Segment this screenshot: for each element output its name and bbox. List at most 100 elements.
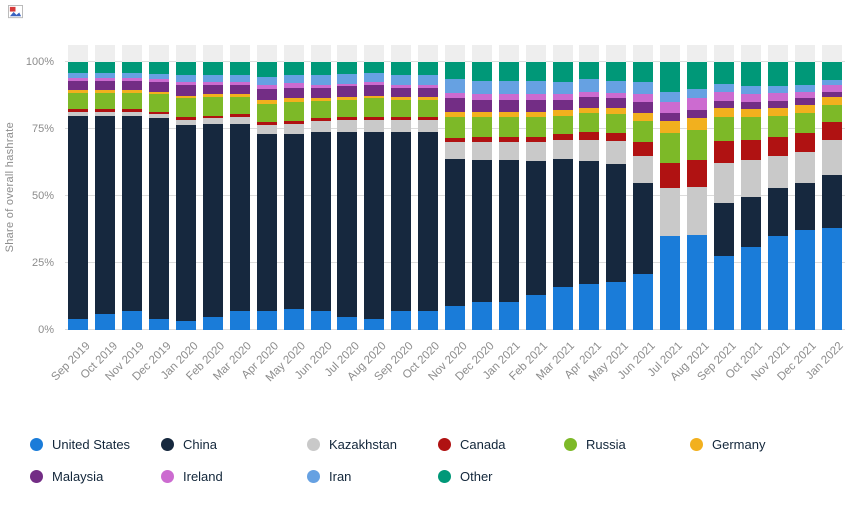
bar-segment[interactable] [364, 319, 385, 330]
stacked-bar[interactable] [418, 62, 439, 330]
bar-segment[interactable] [821, 174, 842, 229]
bar-segment[interactable] [202, 62, 223, 76]
stacked-bar[interactable] [95, 62, 116, 330]
bar-segment[interactable] [149, 82, 170, 92]
bar-segment[interactable] [202, 118, 223, 124]
bar-segment[interactable] [337, 131, 358, 317]
stacked-bar[interactable] [122, 62, 143, 330]
bar-segment[interactable] [687, 110, 708, 119]
legend-item-russia[interactable]: Russia [564, 437, 690, 452]
stacked-bar[interactable] [552, 62, 573, 330]
stacked-bar[interactable] [256, 62, 277, 330]
bar-segment[interactable] [687, 130, 708, 160]
bar-segment[interactable] [444, 79, 465, 93]
bar-segment[interactable] [579, 284, 600, 330]
legend-item-malaysia[interactable]: Malaysia [30, 469, 161, 484]
bar-segment[interactable] [713, 107, 734, 117]
bar-segment[interactable] [337, 119, 358, 132]
bar-segment[interactable] [471, 301, 492, 330]
bar-segment[interactable] [687, 234, 708, 330]
bar-segment[interactable] [149, 114, 170, 119]
bar-segment[interactable] [633, 102, 654, 113]
bar-segment[interactable] [821, 91, 842, 97]
bar-segment[interactable] [579, 79, 600, 92]
bar-segment[interactable] [740, 62, 761, 87]
bar-segment[interactable] [660, 121, 681, 134]
bar-segment[interactable] [606, 141, 627, 164]
bar-segment[interactable] [740, 102, 761, 109]
bar-segment[interactable] [337, 99, 358, 117]
bar-segment[interactable] [418, 87, 439, 97]
bar-segment[interactable] [740, 86, 761, 95]
legend-item-kazakhstan[interactable]: Kazakhstan [307, 437, 438, 452]
bar-segment[interactable] [391, 99, 412, 117]
bar-segment[interactable] [633, 94, 654, 103]
stacked-bar[interactable] [794, 62, 815, 330]
bar-segment[interactable] [391, 84, 412, 88]
bar-segment[interactable] [498, 111, 519, 117]
stacked-bar[interactable] [740, 62, 761, 330]
bar-segment[interactable] [122, 115, 143, 312]
bar-segment[interactable] [283, 102, 304, 121]
legend-item-canada[interactable]: Canada [438, 437, 564, 452]
bar-segment[interactable] [122, 72, 143, 79]
bar-segment[interactable] [310, 118, 331, 121]
bar-segment[interactable] [660, 187, 681, 237]
bar-segment[interactable] [552, 62, 573, 83]
bar-segment[interactable] [606, 163, 627, 282]
bar-segment[interactable] [364, 98, 385, 117]
bar-segment[interactable] [525, 111, 546, 117]
bar-segment[interactable] [68, 78, 89, 81]
bar-segment[interactable] [687, 88, 708, 99]
bar-segment[interactable] [471, 80, 492, 95]
bar-segment[interactable] [579, 91, 600, 97]
bar-segment[interactable] [176, 75, 197, 83]
bar-segment[interactable] [95, 78, 116, 81]
bar-segment[interactable] [418, 75, 439, 85]
bar-segment[interactable] [767, 92, 788, 101]
bar-segment[interactable] [149, 111, 170, 115]
stacked-bar[interactable] [283, 62, 304, 330]
bar-segment[interactable] [337, 86, 358, 97]
bar-segment[interactable] [552, 99, 573, 111]
bar-segment[interactable] [364, 131, 385, 320]
bar-segment[interactable] [229, 62, 250, 76]
bar-segment[interactable] [579, 131, 600, 140]
bar-segment[interactable] [767, 155, 788, 188]
bar-segment[interactable] [202, 94, 223, 97]
bar-segment[interactable] [498, 137, 519, 143]
bar-segment[interactable] [283, 62, 304, 76]
bar-segment[interactable] [283, 308, 304, 330]
bar-segment[interactable] [633, 82, 654, 95]
bar-segment[interactable] [229, 116, 250, 124]
bar-segment[interactable] [229, 311, 250, 330]
bar-segment[interactable] [202, 96, 223, 116]
bar-segment[interactable] [176, 84, 197, 96]
bar-segment[interactable] [713, 62, 734, 84]
bar-segment[interactable] [229, 114, 250, 117]
bar-segment[interactable] [821, 122, 842, 140]
bar-segment[interactable] [364, 95, 385, 99]
bar-segment[interactable] [337, 96, 358, 100]
bar-segment[interactable] [95, 313, 116, 330]
bar-segment[interactable] [767, 236, 788, 330]
bar-segment[interactable] [498, 142, 519, 160]
bar-segment[interactable] [337, 116, 358, 120]
bar-segment[interactable] [579, 107, 600, 113]
bar-segment[interactable] [552, 115, 573, 135]
bar-segment[interactable] [283, 83, 304, 88]
bar-segment[interactable] [176, 98, 197, 117]
stacked-bar[interactable] [149, 62, 170, 330]
bar-segment[interactable] [767, 115, 788, 138]
bar-segment[interactable] [283, 120, 304, 124]
bar-segment[interactable] [525, 142, 546, 162]
bar-segment[interactable] [471, 142, 492, 160]
bar-segment[interactable] [740, 159, 761, 198]
bar-segment[interactable] [364, 62, 385, 73]
bar-segment[interactable] [633, 142, 654, 156]
bar-segment[interactable] [713, 100, 734, 108]
stacked-bar[interactable] [713, 62, 734, 330]
bar-segment[interactable] [471, 137, 492, 143]
stacked-bar[interactable] [606, 62, 627, 330]
bar-segment[interactable] [444, 62, 465, 80]
